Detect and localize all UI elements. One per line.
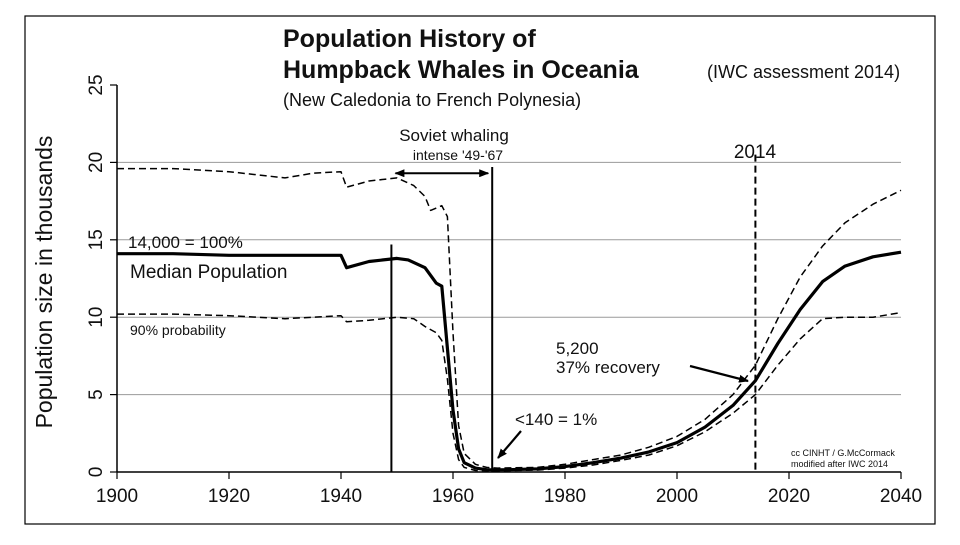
outer-border [24,15,936,525]
recovery-value-label: 5,200 [556,339,599,358]
series-median-line [117,250,902,472]
x-tick-label: 1900 [96,486,138,507]
chart-title-line1: Population History of [283,25,536,53]
y-tick-label: 10 [86,307,107,328]
y-tick-label: 20 [86,152,107,173]
soviet-whaling-years: intense '49-'67 [413,147,503,163]
credit-line2: modified after IWC 2014 [791,459,888,469]
chart-subtitle: (New Caledonia to French Polynesia) [283,90,581,110]
series-probability-line-1 [117,167,902,469]
x-tick-label: 2040 [880,486,922,507]
recovery-percent-label: 37% recovery [556,358,660,377]
axis-ticks: 1900 1920 1940 1960 1980 2000 2020 2040 0 5 10 15 20… [86,74,922,507]
y-axis-label: Population size in thousands [31,136,57,429]
gridlines [116,85,901,473]
x-tick-label: 1960 [432,486,474,507]
x-tick-label: 2020 [768,486,810,507]
year-2014-label: 2014 [734,142,777,163]
low-point-label: <140 = 1% [515,410,597,429]
probability-label: 90% probability [130,322,226,338]
soviet-whaling-label: Soviet whaling [399,126,509,145]
x-tick-label: 2000 [656,486,698,507]
y-tick-label: 25 [86,74,107,95]
recovery-arrow [689,364,749,383]
chart-title-note: (IWC assessment 2014) [707,62,900,82]
median-label: Median Population [130,262,287,283]
chart-title-line2: Humpback Whales in Oceania [283,56,640,84]
credit-line1: cc CINHT / G.McCormack [791,448,895,458]
baseline-label: 14,000 = 100% [128,233,243,252]
x-tick-label: 1940 [320,486,362,507]
y-tick-label: 0 [86,467,107,478]
x-tick-label: 1920 [208,486,250,507]
x-tick-label: 1980 [544,486,586,507]
series-lines [117,167,902,472]
y-tick-label: 15 [86,229,107,250]
y-tick-label: 5 [86,389,107,400]
vertical-markers [390,154,757,472]
series-probability-line-2 [117,311,902,472]
low-point-arrow [497,430,522,459]
